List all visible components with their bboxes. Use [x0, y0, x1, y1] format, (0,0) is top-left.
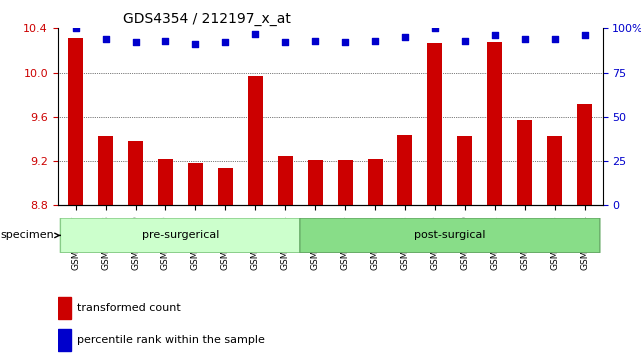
FancyBboxPatch shape [300, 218, 600, 253]
Text: percentile rank within the sample: percentile rank within the sample [77, 335, 265, 345]
Text: specimen: specimen [1, 230, 60, 240]
Text: post-surgical: post-surgical [414, 230, 486, 240]
Bar [58, 329, 71, 351]
Bar [577, 104, 592, 354]
Text: GDS4354 / 212197_x_at: GDS4354 / 212197_x_at [123, 12, 291, 26]
Bar [308, 160, 322, 354]
Point [221, 40, 231, 45]
Bar [158, 159, 173, 354]
Bar [487, 42, 503, 354]
Bar [428, 43, 442, 354]
Point [160, 38, 171, 44]
Bar [218, 168, 233, 354]
Bar [397, 135, 412, 354]
Bar [98, 136, 113, 354]
Point [370, 38, 380, 44]
Point [520, 36, 530, 42]
Point [250, 31, 260, 36]
Point [310, 38, 320, 44]
Bar [547, 136, 562, 354]
Point [71, 25, 81, 31]
Point [490, 33, 500, 38]
Bar [338, 160, 353, 354]
Bar [128, 141, 143, 354]
Bar [248, 76, 263, 354]
Text: transformed count: transformed count [77, 303, 181, 313]
Bar [457, 136, 472, 354]
Point [101, 36, 111, 42]
Bar [58, 297, 71, 319]
Point [549, 36, 560, 42]
Point [460, 38, 470, 44]
Point [579, 33, 590, 38]
FancyBboxPatch shape [60, 218, 301, 253]
Bar [68, 38, 83, 354]
Bar [517, 120, 532, 354]
Point [340, 40, 350, 45]
Bar [367, 159, 383, 354]
Bar [188, 163, 203, 354]
Point [400, 34, 410, 40]
Text: pre-surgerical: pre-surgerical [142, 230, 219, 240]
Bar [278, 155, 293, 354]
Point [130, 40, 140, 45]
Point [429, 25, 440, 31]
Point [190, 41, 201, 47]
Point [280, 40, 290, 45]
